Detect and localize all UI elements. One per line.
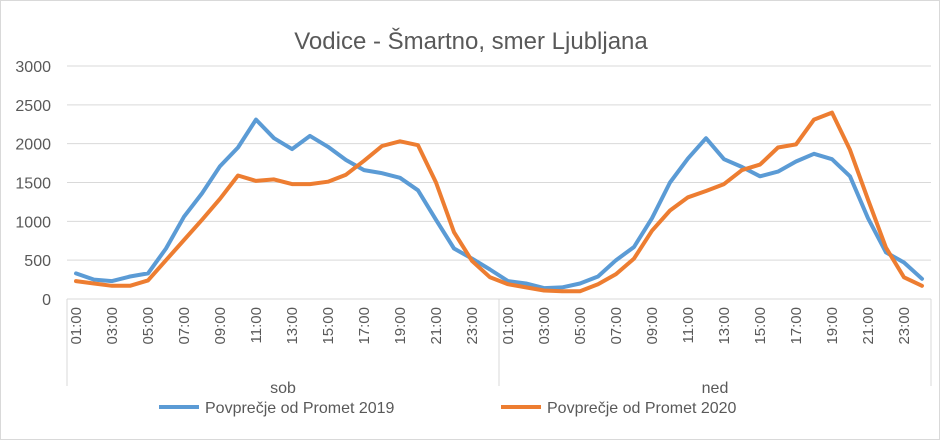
- y-tick-label: 1500: [15, 176, 51, 193]
- x-tick-label: 01:00: [500, 307, 517, 345]
- y-tick-label: 2000: [15, 137, 51, 154]
- x-tick-label: 21:00: [428, 307, 445, 345]
- group-label: sob: [270, 380, 296, 397]
- x-tick-label: 09:00: [644, 307, 661, 345]
- x-tick-label: 13:00: [284, 307, 301, 345]
- x-tick-label: 17:00: [356, 307, 373, 345]
- legend-label: Povprečje od Promet 2019: [205, 400, 395, 417]
- x-tick-label: 03:00: [536, 307, 553, 345]
- group-label: ned: [702, 380, 729, 397]
- x-tick-label: 11:00: [680, 307, 697, 343]
- x-tick-label: 09:00: [212, 307, 229, 345]
- x-tick-label: 19:00: [392, 307, 409, 345]
- x-tick-label: 21:00: [860, 307, 877, 345]
- x-tick-label: 15:00: [320, 307, 337, 345]
- y-tick-label: 500: [24, 253, 51, 270]
- x-tick-label: 01:00: [68, 307, 85, 345]
- series-line: [74, 117, 924, 291]
- x-tick-label: 05:00: [572, 307, 589, 345]
- series-line: [74, 110, 924, 294]
- x-tick-label: 19:00: [824, 307, 841, 345]
- legend-label: Povprečje od Promet 2020: [547, 400, 737, 417]
- x-tick-label: 17:00: [788, 307, 805, 345]
- x-tick-label: 07:00: [176, 307, 193, 345]
- x-tick-label: 07:00: [608, 307, 625, 345]
- x-tick-label: 11:00: [248, 307, 265, 343]
- x-tick-label: 23:00: [464, 307, 481, 345]
- x-tick-label: 05:00: [140, 307, 157, 345]
- y-tick-label: 2500: [15, 98, 51, 115]
- y-tick-label: 0: [42, 292, 51, 309]
- chart-title: Vodice - Šmartno, smer Ljubljana: [294, 27, 648, 55]
- y-tick-label: 1000: [15, 214, 51, 231]
- x-tick-label: 23:00: [896, 307, 913, 345]
- x-tick-label: 13:00: [716, 307, 733, 345]
- x-tick-label: 15:00: [752, 307, 769, 345]
- y-tick-label: 3000: [15, 59, 51, 76]
- x-tick-label: 03:00: [104, 307, 121, 345]
